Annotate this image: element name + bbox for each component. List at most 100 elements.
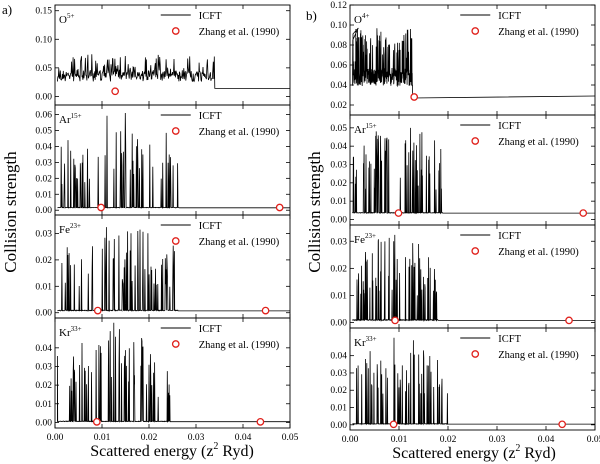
x-tick-label-a: 0.00 bbox=[47, 433, 64, 443]
y-tick-label: 0.04 bbox=[35, 344, 52, 354]
legend-marker-label: Zhang et al. (1990) bbox=[498, 27, 579, 38]
subplot-b-ar: 0.00 0.01 0.02 0.03 0.04 0.05 Ar15+ ICFT Zhang e… bbox=[330, 114, 596, 226]
subplot-a-fe: 0.00 0.01 0.02 0.03 Fe23+ ICFT Zhang et al. (1… bbox=[35, 214, 291, 319]
legend-marker-label: Zhang et al. (1990) bbox=[199, 127, 280, 138]
y-tick-label: 0.01 bbox=[35, 282, 52, 292]
y-tick-label: 0.15 bbox=[35, 7, 52, 17]
legend-line-label: ICFT bbox=[199, 11, 222, 22]
x-axis-title-a: Scattered energy (z2 Ryd) bbox=[90, 441, 254, 460]
panel-label-a: a) bbox=[2, 2, 12, 17]
subplot-a-o: 0.00 0.05 0.10 0.15 O5+ ICFT Zhang et al. (199… bbox=[35, 4, 291, 106]
zhang-marker bbox=[256, 417, 265, 426]
zhang-marker bbox=[275, 203, 284, 212]
y-tick-label: 0.00 bbox=[35, 92, 52, 102]
y-tick-label: 0.04 bbox=[330, 81, 347, 91]
y-tick-label: 0.01 bbox=[330, 291, 347, 301]
y-tick-label: 0.02 bbox=[330, 101, 347, 111]
y-tick-label: 0.01 bbox=[330, 404, 347, 414]
y-tick-label: 0.03 bbox=[35, 229, 52, 239]
panel-label-b: b) bbox=[306, 8, 317, 23]
legend-line-label: ICFT bbox=[199, 111, 222, 122]
x-tick-label-a: 0.05 bbox=[282, 433, 299, 443]
legend-marker-label: Zhang et al. (1990) bbox=[199, 340, 280, 351]
x-tick-label-a: 0.04 bbox=[235, 433, 252, 443]
x-tick-label-a: 0.03 bbox=[188, 433, 205, 443]
y-tick-label: 0.00 bbox=[330, 216, 347, 226]
x-tick-label-b: 0.05 bbox=[587, 435, 600, 445]
y-axis-title-b: Collision strength bbox=[305, 151, 324, 273]
subplot-b-fe: 0.00 0.01 0.02 0.03 Fe23+ ICFT Zhang et al. (1… bbox=[330, 224, 596, 329]
y-tick-label: 0.00 bbox=[330, 421, 347, 431]
subplot-b-o: 0.02 0.04 0.06 0.08 0.10 0.12 O4+ ICFT Zhang et … bbox=[330, 1, 596, 116]
y-tick-label: 0.03 bbox=[330, 161, 347, 171]
ion-label: O4+ bbox=[354, 12, 369, 26]
legend-marker-label: Zhang et al. (1990) bbox=[498, 350, 579, 361]
legend-line-label: ICFT bbox=[498, 11, 521, 22]
ion-label: Kr33+ bbox=[59, 325, 82, 339]
zhang-marker bbox=[391, 316, 399, 325]
icft-series bbox=[352, 337, 595, 426]
zhang-marker bbox=[111, 87, 120, 96]
ion-label: Ar15+ bbox=[59, 112, 82, 126]
y-tick-label: 0.04 bbox=[35, 142, 52, 152]
legend-marker-swatch bbox=[471, 350, 480, 358]
subplot-a-ar: 0.00 0.01 0.02 0.03 0.04 0.05 0.06 Ar15+ ICFT Zha… bbox=[35, 104, 291, 216]
y-axis-title-a: Collision strength bbox=[1, 151, 20, 273]
y-tick-label: 0.08 bbox=[330, 41, 347, 51]
icft-series bbox=[57, 54, 290, 89]
y-tick-label: 0.06 bbox=[330, 61, 347, 71]
y-tick-label: 0.02 bbox=[35, 381, 52, 391]
legend-marker-label: Zhang et al. (1990) bbox=[498, 247, 579, 258]
y-tick-label: 0.03 bbox=[330, 237, 347, 247]
plot-frame bbox=[349, 114, 596, 226]
y-tick-label: 0.02 bbox=[35, 256, 52, 266]
subplot-b-kr: 0.00 0.01 0.02 0.03 0.04 Kr33+ ICFT Zhang et al… bbox=[330, 327, 596, 431]
legend-marker-label: Zhang et al. (1990) bbox=[199, 237, 280, 248]
zhang-marker bbox=[558, 420, 567, 429]
legend-marker-swatch bbox=[171, 237, 180, 245]
plot-frame bbox=[349, 4, 596, 116]
plot-frame bbox=[349, 224, 596, 329]
ion-label: Fe23+ bbox=[354, 232, 376, 246]
zhang-marker bbox=[389, 420, 398, 429]
y-tick-label: 0.02 bbox=[330, 264, 347, 274]
y-tick-label: 0.01 bbox=[35, 400, 52, 410]
y-tick-label: 0.05 bbox=[35, 64, 52, 74]
y-tick-label: 0.01 bbox=[330, 197, 347, 207]
icft-series bbox=[352, 27, 596, 99]
y-tick-label: 0.02 bbox=[330, 386, 347, 396]
ion-label: O5+ bbox=[59, 12, 74, 26]
zhang-marker bbox=[565, 316, 573, 325]
zhang-marker bbox=[579, 209, 588, 217]
y-tick-label: 0.04 bbox=[330, 352, 347, 362]
legend-marker-label: Zhang et al. (1990) bbox=[199, 27, 280, 38]
zhang-marker bbox=[261, 306, 270, 315]
x-tick-label-b: 0.02 bbox=[440, 435, 457, 445]
legend-line-label: ICFT bbox=[498, 334, 521, 345]
legend-marker-swatch bbox=[471, 137, 480, 145]
y-tick-label: 0.10 bbox=[330, 21, 347, 31]
y-tick-label: 0.02 bbox=[330, 179, 347, 189]
icft-series bbox=[57, 227, 290, 313]
legend-marker-swatch bbox=[471, 27, 480, 35]
y-tick-label: 0.12 bbox=[330, 1, 347, 11]
subplot-a-kr: 0.00 0.01 0.02 0.03 0.04 Kr33+ ICFT Zhang et al… bbox=[35, 317, 291, 429]
legend-line-label: ICFT bbox=[498, 121, 521, 132]
y-tick-label: 0.03 bbox=[330, 369, 347, 379]
icft-series bbox=[57, 322, 290, 424]
plot-frame bbox=[349, 327, 596, 431]
zhang-marker bbox=[93, 306, 102, 315]
x-tick-label-b: 0.00 bbox=[342, 435, 359, 445]
y-tick-label: 0.01 bbox=[35, 190, 52, 200]
y-tick-label: 0.10 bbox=[35, 35, 52, 45]
plot-frame bbox=[54, 4, 291, 106]
legend-marker-swatch bbox=[171, 127, 180, 135]
y-tick-label: 0.03 bbox=[35, 362, 52, 372]
y-tick-label: 0.05 bbox=[35, 127, 52, 137]
legend-line-label: ICFT bbox=[498, 231, 521, 242]
x-tick-label-a: 0.02 bbox=[141, 433, 158, 443]
x-tick-label-b: 0.04 bbox=[538, 435, 555, 445]
zhang-marker bbox=[394, 209, 403, 217]
y-tick-label: 0.04 bbox=[330, 142, 347, 152]
zhang-marker bbox=[92, 417, 101, 426]
